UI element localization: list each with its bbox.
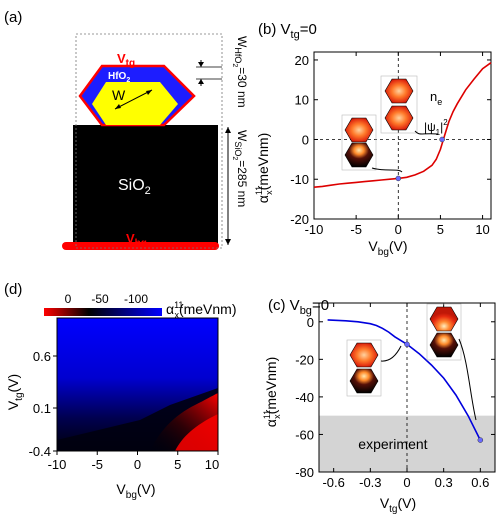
y-tick-label: -20 (295, 352, 314, 367)
svg-text:α11x(meVnm): α11x(meVnm) (254, 133, 274, 204)
y-tick-label: 20 (295, 53, 309, 68)
inset-label-density: ne (430, 89, 442, 107)
x-tick-label: -5 (350, 222, 362, 237)
y-tick-label: -10 (290, 172, 309, 187)
width-label: W (112, 87, 126, 103)
inset-label-wavefunction: |ψ1|2 (424, 118, 448, 137)
heatmap-xtick-label: -10 (48, 457, 67, 472)
colorbar-tick-1: -50 (91, 292, 109, 306)
svg-text:Vtg(V): Vtg(V) (5, 374, 25, 410)
chart-c-ylabel: α11x(meVnm) (262, 357, 282, 428)
inset-c-left-arrow (380, 345, 402, 362)
x-tick-label: 5 (437, 222, 444, 237)
x-tick-label: 0.3 (435, 475, 453, 490)
svg-text:α11x(meVnm): α11x(meVnm) (262, 357, 282, 428)
chart-b-ylabel: α11x(meVnm) (254, 133, 274, 204)
heatmap-xtick-label: 10 (205, 457, 219, 472)
heatmap-ytick-label: 0.6 (33, 349, 51, 364)
y-tick-label: 0 (302, 132, 309, 147)
x-tick-label: 10 (475, 222, 489, 237)
inset-c-right (426, 303, 462, 361)
hfo2-label: HfO2 (108, 71, 130, 84)
plot-frame (313, 51, 492, 220)
series-line-0 (313, 62, 492, 188)
y-tick-label: 0 (307, 315, 314, 330)
data-point-marker-0 (395, 175, 402, 182)
width-arrow (114, 89, 153, 110)
heatmap-xticks: -10 -5 0 5 10 (48, 451, 219, 472)
chart-c-xlabel: Vtg(V) (380, 495, 416, 515)
heatmap (57, 318, 218, 451)
panel-a-label: (a) (4, 9, 22, 26)
heatmap-xtick-label: -5 (91, 457, 103, 472)
dimension-frame (75, 33, 223, 249)
heatmap-xlabel: Vbg(V) (116, 481, 155, 501)
inset-c-right-arrow (458, 338, 477, 421)
chart-b-xlabel: Vbg(V) (368, 238, 407, 258)
y-tick-label: -80 (295, 465, 314, 480)
inset-b-right-arrow (414, 130, 439, 135)
inset-b-left-arrow (371, 167, 403, 173)
y-tick-label: 10 (295, 93, 309, 108)
colorbar (44, 308, 162, 316)
chart-b-title: (b) Vtg=0 (258, 21, 317, 41)
heatmap-yticks: 0.6 0.1 -0.4 (29, 349, 57, 459)
x-tick-label: -0.6 (322, 475, 344, 490)
x-tick-label: 0 (395, 222, 402, 237)
inset-b-left (341, 114, 377, 171)
heatmap-ylabel: Vtg(V) (5, 374, 25, 410)
chart-c: (c) Vbg=0 experiment -0.6 -0.3 0 0.3 0.6 -80 -6… (262, 297, 496, 515)
heatmap-ytick-label: 0.1 (33, 401, 51, 416)
x-tick-label: 0.6 (471, 475, 489, 490)
experiment-band-label: experiment (358, 436, 427, 452)
panel-d: (d) 0 -50 -100 α11 x(meVnm) -10 -5 0 5 10 (4, 281, 237, 501)
data-point-marker-1 (477, 437, 484, 443)
data-point-marker-0 (404, 341, 410, 348)
colorbar-label: α11 x(meVnm) (166, 300, 237, 320)
x-tick-label: 0 (403, 475, 410, 490)
inset-b-right (380, 75, 418, 134)
panel-d-label: (d) (4, 281, 22, 298)
colorbar-tick-0: 0 (65, 292, 72, 306)
sio2-thickness-label: WSiO2=285 nm (231, 130, 249, 207)
heatmap-xtick-label: 5 (174, 457, 181, 472)
svg-text:WHfO2=30 nm: WHfO2=30 nm (231, 36, 249, 108)
inset-c-left (346, 339, 382, 397)
x-tick-label: -0.3 (359, 475, 381, 490)
y-tick-label: -20 (290, 212, 309, 227)
hfo2-thickness-label: WHfO2=30 nm (231, 36, 249, 108)
y-tick-label: -40 (295, 390, 314, 405)
y-tick-label: -60 (295, 427, 314, 442)
sio2-label: SiO2 (118, 177, 151, 197)
heatmap-xtick-label: 0 (134, 457, 141, 472)
svg-text:WSiO2=285 nm: WSiO2=285 nm (231, 130, 249, 207)
x-tick-label: -10 (305, 222, 324, 237)
panel-a: (a) SiO2 Vbg HfO2 Vtg W WHfO2=30 nm WSiO… (4, 9, 249, 250)
chart-c-title: (c) Vbg=0 (268, 297, 329, 317)
colorbar-tick-2: -100 (124, 292, 148, 306)
nanowire-core (92, 82, 178, 125)
top-gate-label: Vtg (117, 51, 135, 69)
bottom-gate-label: Vbg (126, 231, 147, 249)
sio2-substrate (73, 125, 218, 246)
series-line-0 (327, 319, 482, 441)
heatmap-ytick-label: -0.4 (29, 444, 51, 459)
data-point-marker-1 (439, 136, 445, 143)
